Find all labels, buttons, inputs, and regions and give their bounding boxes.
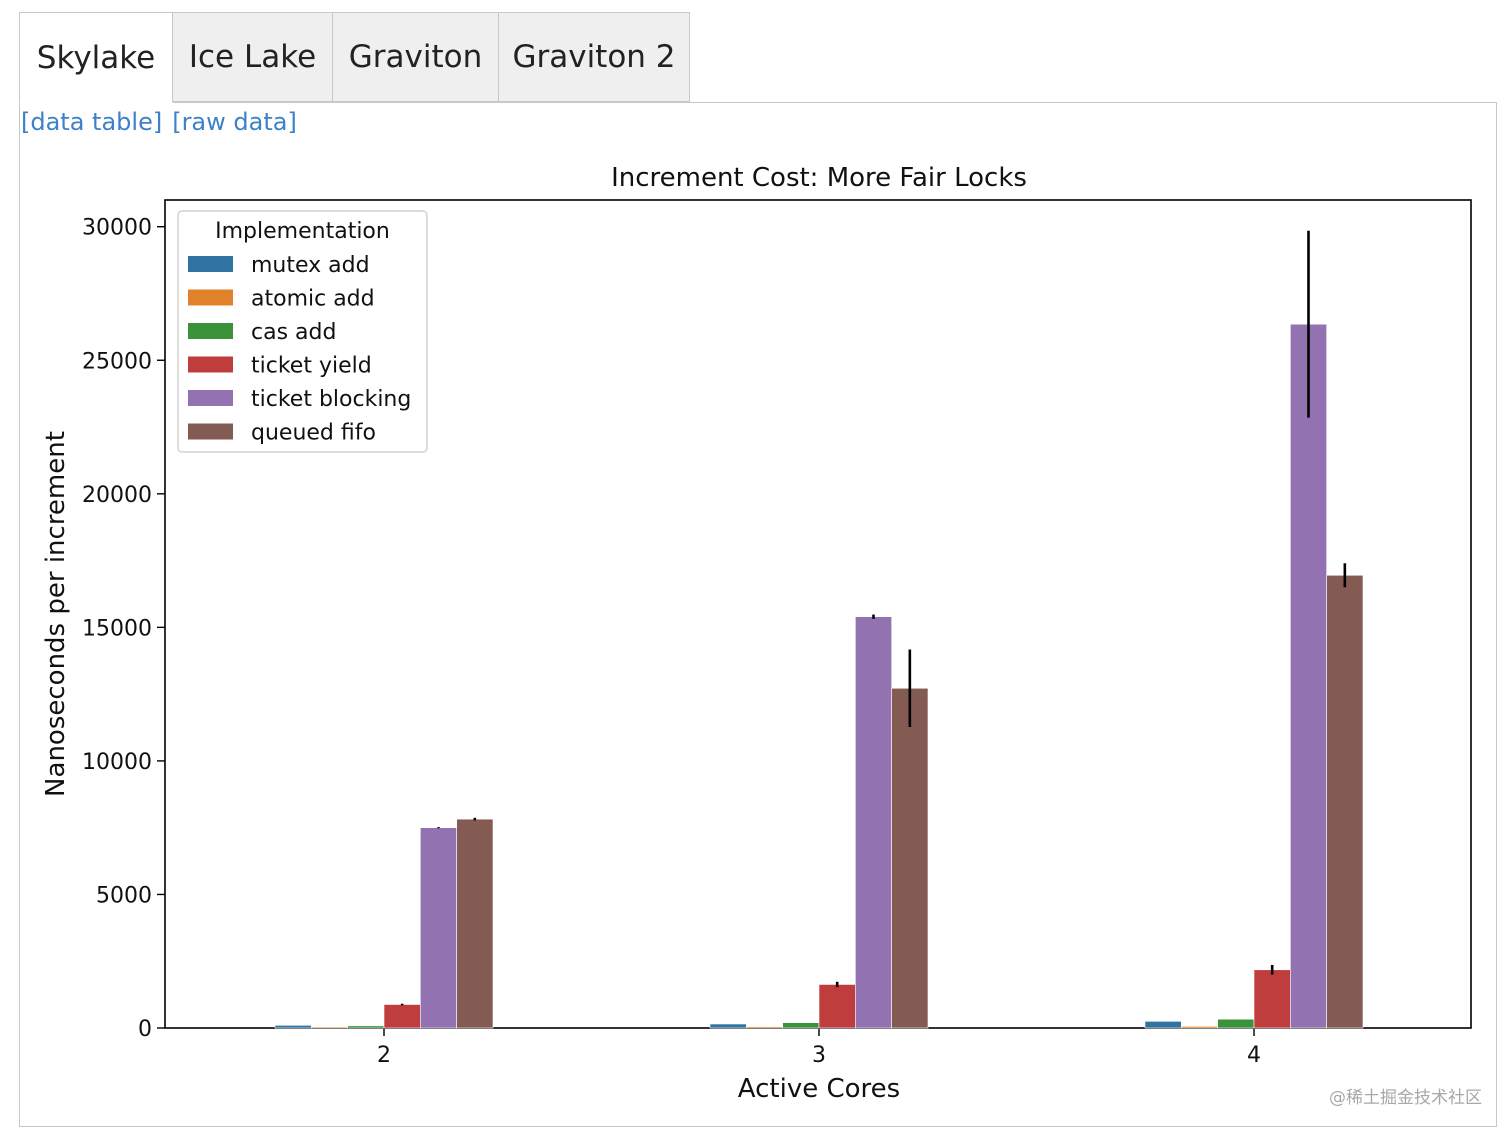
- legend-swatch: [188, 323, 233, 339]
- y-axis-label: Nanoseconds per increment: [41, 431, 71, 797]
- bar: [1144, 1021, 1182, 1029]
- tab-skylake[interactable]: Skylake: [19, 12, 173, 103]
- legend-swatch: [188, 423, 233, 440]
- y-tick-label: 20000: [82, 483, 152, 508]
- bar: [420, 827, 457, 1029]
- legend-item-label: ticket yield: [251, 354, 372, 379]
- watermark: @稀土掘金技术社区: [1329, 1088, 1482, 1108]
- bar: [818, 984, 856, 1029]
- tab-graviton-2[interactable]: Graviton 2: [499, 12, 690, 102]
- bar: [1253, 969, 1291, 1029]
- bar: [383, 1004, 421, 1029]
- legend-item-label: cas add: [251, 320, 336, 345]
- x-tick-label: 3: [812, 1043, 826, 1068]
- tab-bar: Skylake Ice Lake Graviton Graviton 2: [19, 12, 690, 103]
- x-axis-label: Active Cores: [738, 1074, 900, 1104]
- legend-item-label: queued fifo: [251, 421, 376, 446]
- y-tick-label: 5000: [96, 883, 152, 908]
- plot-area: 0 5000 10000 15000 20000 25000 30000 2 3 4: [82, 199, 1472, 1068]
- y-tick-label: 10000: [82, 750, 152, 775]
- tab-ice-lake[interactable]: Ice Lake: [173, 12, 333, 102]
- bar: [1290, 323, 1327, 1029]
- legend: Implementation mutex add atomic add cas add…: [177, 210, 428, 453]
- x-tick-label: 2: [377, 1043, 391, 1068]
- legend-frame: [177, 210, 428, 453]
- legend-title: Implementation: [215, 219, 390, 244]
- y-tick-label: 15000: [82, 616, 152, 641]
- y-tick-label: 30000: [82, 216, 152, 241]
- bar: [311, 1026, 348, 1029]
- bar: [1217, 1018, 1255, 1029]
- bar: [891, 687, 929, 1029]
- legend-item-label: mutex add: [251, 253, 370, 278]
- legend-item-label: atomic add: [251, 287, 375, 312]
- y-tick-label: 25000: [82, 349, 152, 374]
- bar: [1181, 1026, 1218, 1029]
- chart-title: Increment Cost: More Fair Locks: [611, 163, 1027, 193]
- legend-item-label: ticket blocking: [251, 387, 411, 412]
- data-links: [data table] [raw data]: [21, 108, 307, 136]
- bar: [709, 1023, 747, 1029]
- tab-graviton[interactable]: Graviton: [333, 12, 499, 102]
- y-tick-label: 0: [138, 1017, 152, 1042]
- legend-swatch: [188, 289, 233, 306]
- legend-swatch: [188, 390, 233, 406]
- legend-swatch: [188, 256, 233, 272]
- bar: [456, 818, 494, 1029]
- bar: [1326, 574, 1364, 1029]
- raw-data-link[interactable]: [raw data]: [172, 108, 297, 136]
- bar: [746, 1026, 783, 1029]
- bar: [855, 616, 892, 1029]
- bar: [274, 1025, 312, 1029]
- legend-swatch: [188, 356, 233, 373]
- x-tick-label: 4: [1247, 1043, 1261, 1068]
- bar: [782, 1022, 820, 1029]
- data-table-link[interactable]: [data table]: [21, 108, 163, 136]
- bar: [347, 1025, 385, 1029]
